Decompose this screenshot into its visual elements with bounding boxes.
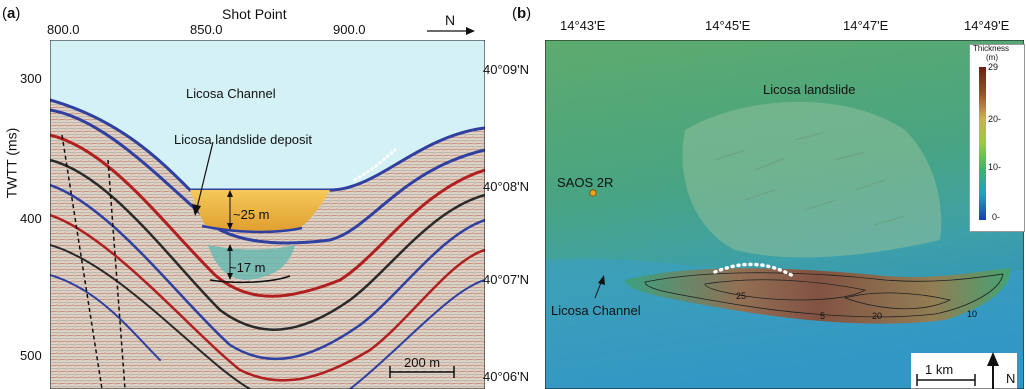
twtt-tick-500: 500 bbox=[20, 348, 42, 363]
north-label-b: N bbox=[1006, 371, 1016, 386]
lon-tick-14-43: 14°43'E bbox=[560, 18, 606, 33]
lon-tick-14-47: 14°47'E bbox=[843, 18, 889, 33]
colorbar-tick-0: 0- bbox=[992, 212, 1001, 222]
north-arrow-icon bbox=[427, 27, 475, 35]
colorbar-tick-10: 10- bbox=[988, 162, 1002, 172]
lat-tick-40-06: 40°06'N bbox=[483, 369, 529, 384]
twtt-axis-title: TWTT (ms) bbox=[3, 127, 20, 199]
lon-tick-14-49: 14°49'E bbox=[964, 18, 1010, 33]
thickness-25m-label: ~25 m bbox=[233, 207, 270, 222]
colorbar-title: Thickness bbox=[973, 44, 1010, 53]
contour-label-25: 25 bbox=[736, 291, 747, 301]
lon-tick-14-45: 14°45'E bbox=[705, 18, 751, 33]
colorbar-unit: (m) bbox=[986, 53, 998, 62]
contour-label-5: 5 bbox=[820, 311, 826, 321]
scale-bar-1km-label: 1 km bbox=[925, 362, 954, 377]
shot-point-tick-900: 900.0 bbox=[333, 22, 366, 37]
shot-point-tick-800: 800.0 bbox=[47, 22, 80, 37]
licosa-channel-label-a: Licosa Channel bbox=[186, 86, 276, 101]
bathymetry-map-image bbox=[545, 40, 1024, 389]
panel-b-letter: (b) bbox=[512, 5, 532, 22]
licosa-channel-label-b: Licosa Channel bbox=[551, 303, 641, 318]
lat-tick-40-09: 40°09'N bbox=[483, 62, 529, 77]
thickness-colorbar bbox=[969, 44, 1025, 232]
saos-2r-site-label: SAOS 2R bbox=[557, 175, 614, 190]
thickness-17m-label: ~17 m bbox=[229, 260, 266, 275]
contour-label-20: 20 bbox=[872, 311, 883, 321]
landslide-deposit-label: Licosa landslide deposit bbox=[174, 132, 313, 147]
colorbar-tick-29: 29 bbox=[988, 62, 999, 72]
north-arrow-label: N bbox=[445, 12, 456, 28]
twtt-tick-400: 400 bbox=[20, 211, 42, 226]
lat-tick-40-08: 40°08'N bbox=[483, 179, 529, 194]
panel-a-letter: (a) bbox=[2, 5, 21, 22]
shot-point-axis-title: Shot Point bbox=[222, 6, 287, 22]
colorbar-tick-20: 20- bbox=[988, 114, 1002, 124]
licosa-landslide-label: Licosa landslide bbox=[763, 82, 856, 97]
lat-tick-40-07: 40°07'N bbox=[483, 272, 529, 287]
scale-bar-200m-label: 200 m bbox=[404, 355, 441, 370]
contour-label-10: 10 bbox=[967, 309, 978, 319]
colorbar-gradient bbox=[979, 67, 986, 220]
twtt-tick-300: 300 bbox=[20, 71, 42, 86]
shot-point-tick-850: 850.0 bbox=[190, 22, 223, 37]
seismic-profile-image bbox=[50, 40, 485, 389]
